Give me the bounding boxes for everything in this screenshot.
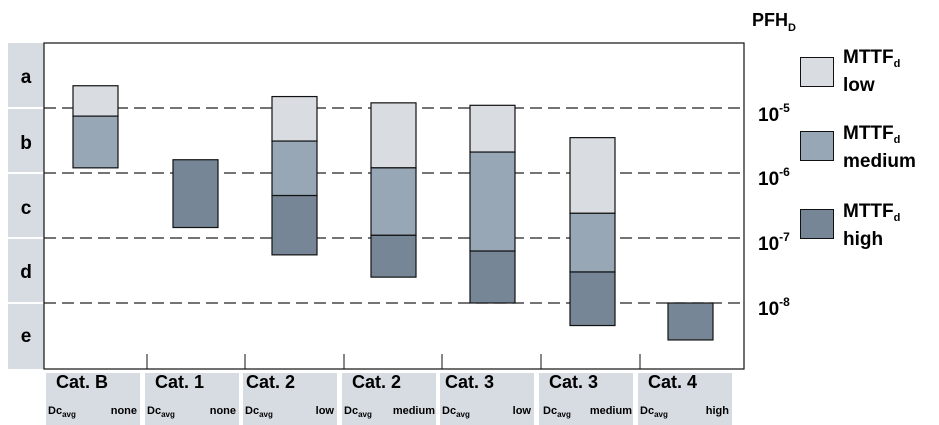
bar-2-mttf-high <box>271 194 318 256</box>
legend-swatch-medium <box>800 131 834 161</box>
category-label-2: Cat. 2 Dcavg low <box>243 372 337 425</box>
pl-label-e: e <box>20 326 32 347</box>
category-label-4: Cat. 3 Dcavg low <box>440 372 534 425</box>
pl-panel <box>8 43 44 369</box>
pl-label-b: b <box>20 133 32 154</box>
scale-label-1e-8: 10-8 <box>758 295 790 320</box>
bar-4-mttf-low <box>469 104 516 153</box>
legend-label-high: MTTFd high <box>843 201 901 250</box>
bar-0-mttf-low <box>72 85 119 117</box>
pl-label-c: c <box>20 198 32 219</box>
category-label-6: Cat. 4 Dcavg high <box>638 372 732 425</box>
legend-label-low: MTTFd low <box>843 47 901 96</box>
plot-frame <box>43 42 745 370</box>
legend-swatch-low <box>800 57 834 87</box>
category-ticks <box>146 354 641 369</box>
bar-0-mttf-medium <box>72 115 119 169</box>
pl-label-d: d <box>20 262 32 283</box>
legend-swatch-high <box>800 209 834 239</box>
bar-5-mttf-low <box>569 137 616 214</box>
pl-separators <box>8 107 44 304</box>
bar-4-mttf-medium <box>469 151 516 252</box>
category-label-0: Cat. B Dcavg none <box>46 372 140 425</box>
scale-label-1e-6: 10-6 <box>758 165 790 190</box>
bar-5-mttf-medium <box>569 212 616 273</box>
pfh-axis-title: PFHD <box>752 10 796 34</box>
bar-5-mttf-high <box>569 271 616 327</box>
bar-6-mttf-high <box>667 302 714 341</box>
category-label-5: Cat. 3 Dcavg medium <box>539 372 633 425</box>
bar-2-mttf-low <box>271 95 318 142</box>
bar-1-mttf-high <box>172 159 219 229</box>
bar-3-mttf-medium <box>370 167 417 236</box>
bars-layer <box>72 85 714 341</box>
scale-label-1e-5: 10-5 <box>758 101 790 126</box>
category-label-3: Cat. 2 Dcavg medium <box>342 372 436 425</box>
legend-label-medium: MTTFd medium <box>843 123 916 172</box>
bar-4-mttf-high <box>469 250 516 304</box>
bar-3-mttf-low <box>370 102 417 169</box>
bar-3-mttf-high <box>370 234 417 278</box>
bar-2-mttf-medium <box>271 140 318 197</box>
pl-label-a: a <box>20 67 32 88</box>
category-label-1: Cat. 1 Dcavg none <box>145 372 239 425</box>
scale-label-1e-7: 10-7 <box>758 230 790 255</box>
